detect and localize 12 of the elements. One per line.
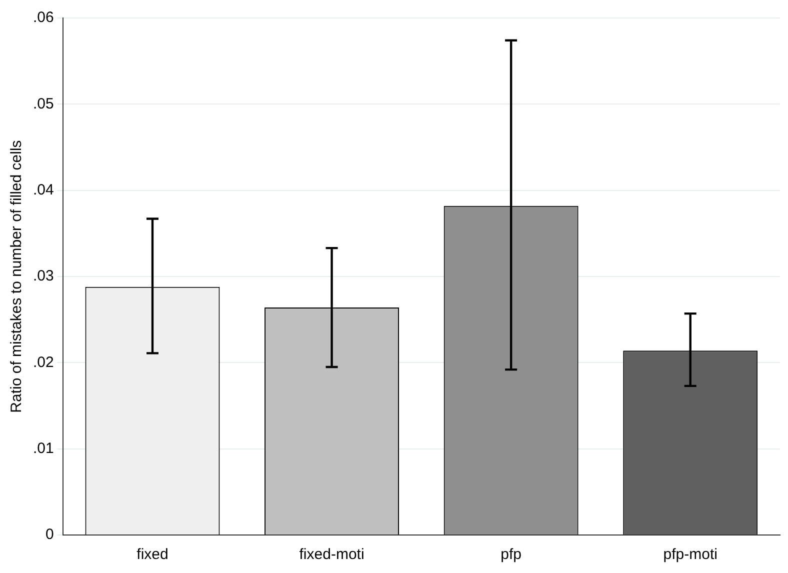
x-tick-label: fixed (136, 546, 168, 564)
y-tick-label: .02 (32, 354, 54, 371)
x-tick-label: fixed-moti (299, 546, 364, 564)
y-axis-title: Ratio of mistakes to number of filled cells (8, 140, 26, 413)
y-tick-label: .06 (32, 9, 54, 26)
x-tick-label: pfp-moti (663, 546, 718, 564)
y-tick-label: 0 (46, 526, 54, 544)
x-tick-label: pfp (500, 546, 522, 564)
y-tick-label: .04 (32, 181, 54, 198)
y-tick-label: .01 (32, 440, 54, 457)
y-tick-label: .05 (32, 95, 54, 112)
y-tick-label: .03 (32, 268, 54, 285)
